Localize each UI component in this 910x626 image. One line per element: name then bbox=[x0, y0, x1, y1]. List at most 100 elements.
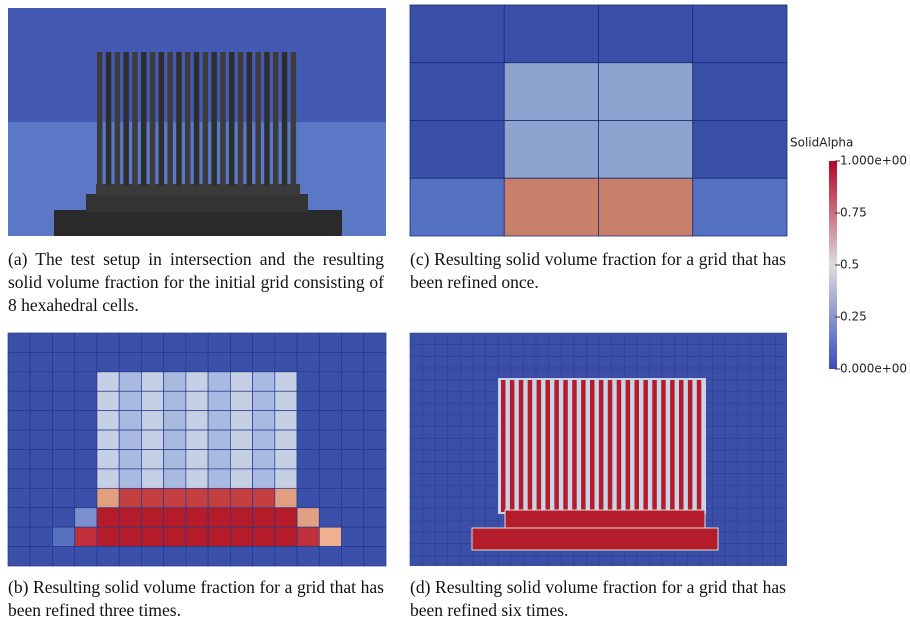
fin bbox=[202, 52, 209, 186]
cell bbox=[341, 429, 365, 450]
cell bbox=[7, 410, 31, 431]
caption-text: Resulting solid volume fraction for a gr… bbox=[8, 577, 384, 620]
cell bbox=[230, 449, 253, 470]
cell bbox=[503, 62, 599, 121]
cell bbox=[296, 332, 320, 353]
cell bbox=[118, 429, 142, 450]
cell bbox=[363, 449, 387, 470]
cell bbox=[7, 546, 31, 567]
cell bbox=[363, 526, 387, 547]
cell bbox=[141, 526, 164, 547]
cell bbox=[52, 429, 76, 450]
cell bbox=[52, 410, 76, 431]
cell bbox=[141, 429, 164, 450]
cell bbox=[692, 62, 788, 121]
cell bbox=[318, 449, 342, 470]
fin bbox=[237, 52, 244, 186]
fin bbox=[193, 52, 200, 186]
label: (b) bbox=[8, 577, 29, 597]
cell bbox=[163, 526, 187, 547]
caption-text: Resulting solid volume fraction for a gr… bbox=[410, 577, 786, 620]
cell bbox=[74, 487, 98, 509]
cell bbox=[185, 332, 209, 353]
cell bbox=[363, 390, 387, 412]
cell bbox=[7, 468, 31, 489]
fin bbox=[176, 52, 182, 186]
fin bbox=[281, 52, 288, 186]
fin bbox=[572, 380, 577, 512]
cell bbox=[118, 487, 142, 509]
cell bbox=[163, 429, 187, 450]
panel-b-image bbox=[7, 332, 387, 567]
cell bbox=[29, 390, 53, 412]
fin bbox=[661, 380, 666, 512]
cell bbox=[118, 546, 142, 567]
base bbox=[471, 527, 719, 551]
cell bbox=[118, 371, 142, 392]
cell bbox=[363, 371, 387, 392]
colorbar-tick-label: 0.000e+00 bbox=[840, 362, 907, 376]
cell bbox=[341, 468, 365, 489]
cell bbox=[163, 332, 187, 353]
cell bbox=[252, 546, 276, 567]
cell bbox=[207, 332, 231, 353]
cell bbox=[363, 507, 387, 528]
fin bbox=[625, 380, 631, 512]
cell bbox=[252, 371, 276, 392]
cell bbox=[163, 546, 187, 567]
cell bbox=[185, 487, 209, 509]
cell bbox=[252, 352, 276, 373]
colorbar-tick-label: 0.25 bbox=[840, 310, 867, 324]
cell bbox=[29, 468, 53, 489]
fin bbox=[220, 52, 226, 186]
fin bbox=[527, 380, 533, 512]
base bbox=[96, 184, 300, 196]
cell bbox=[252, 449, 276, 470]
cell bbox=[252, 390, 276, 412]
cell bbox=[598, 62, 694, 121]
fin bbox=[652, 380, 657, 512]
cell bbox=[96, 546, 120, 567]
cell bbox=[341, 449, 365, 470]
cell bbox=[96, 468, 120, 489]
cell bbox=[52, 371, 76, 392]
cell bbox=[363, 410, 387, 431]
cell bbox=[141, 352, 164, 373]
cell bbox=[29, 487, 53, 509]
cell bbox=[118, 390, 142, 412]
cell bbox=[7, 429, 31, 450]
cell bbox=[318, 371, 342, 392]
fin bbox=[264, 52, 270, 186]
cell bbox=[163, 410, 187, 431]
cell bbox=[230, 487, 253, 509]
cell bbox=[52, 487, 76, 509]
cell bbox=[74, 390, 98, 412]
colorbar-ticks: 1.000e+00 0.75 0.5 0.25 0.000e+00 bbox=[835, 154, 907, 376]
cell bbox=[341, 390, 365, 412]
colorbar-tick-label: 0.5 bbox=[840, 258, 859, 272]
cell bbox=[118, 352, 142, 373]
label: (d) bbox=[410, 577, 431, 597]
fin bbox=[696, 380, 702, 512]
cell bbox=[296, 468, 320, 489]
cell bbox=[96, 429, 120, 450]
fin bbox=[607, 380, 613, 512]
cell bbox=[29, 526, 53, 547]
cell bbox=[503, 120, 599, 179]
cell bbox=[296, 526, 320, 547]
cell bbox=[185, 410, 209, 431]
fin bbox=[185, 52, 191, 186]
cell bbox=[296, 507, 320, 528]
cell bbox=[185, 390, 209, 412]
cell bbox=[52, 352, 76, 373]
cell bbox=[296, 546, 320, 567]
cell bbox=[118, 468, 142, 489]
cell bbox=[96, 410, 120, 431]
cell bbox=[207, 546, 231, 567]
cell bbox=[318, 526, 342, 547]
fin bbox=[501, 380, 506, 512]
cell bbox=[118, 410, 142, 431]
cell bbox=[274, 429, 298, 450]
cell bbox=[74, 449, 98, 470]
